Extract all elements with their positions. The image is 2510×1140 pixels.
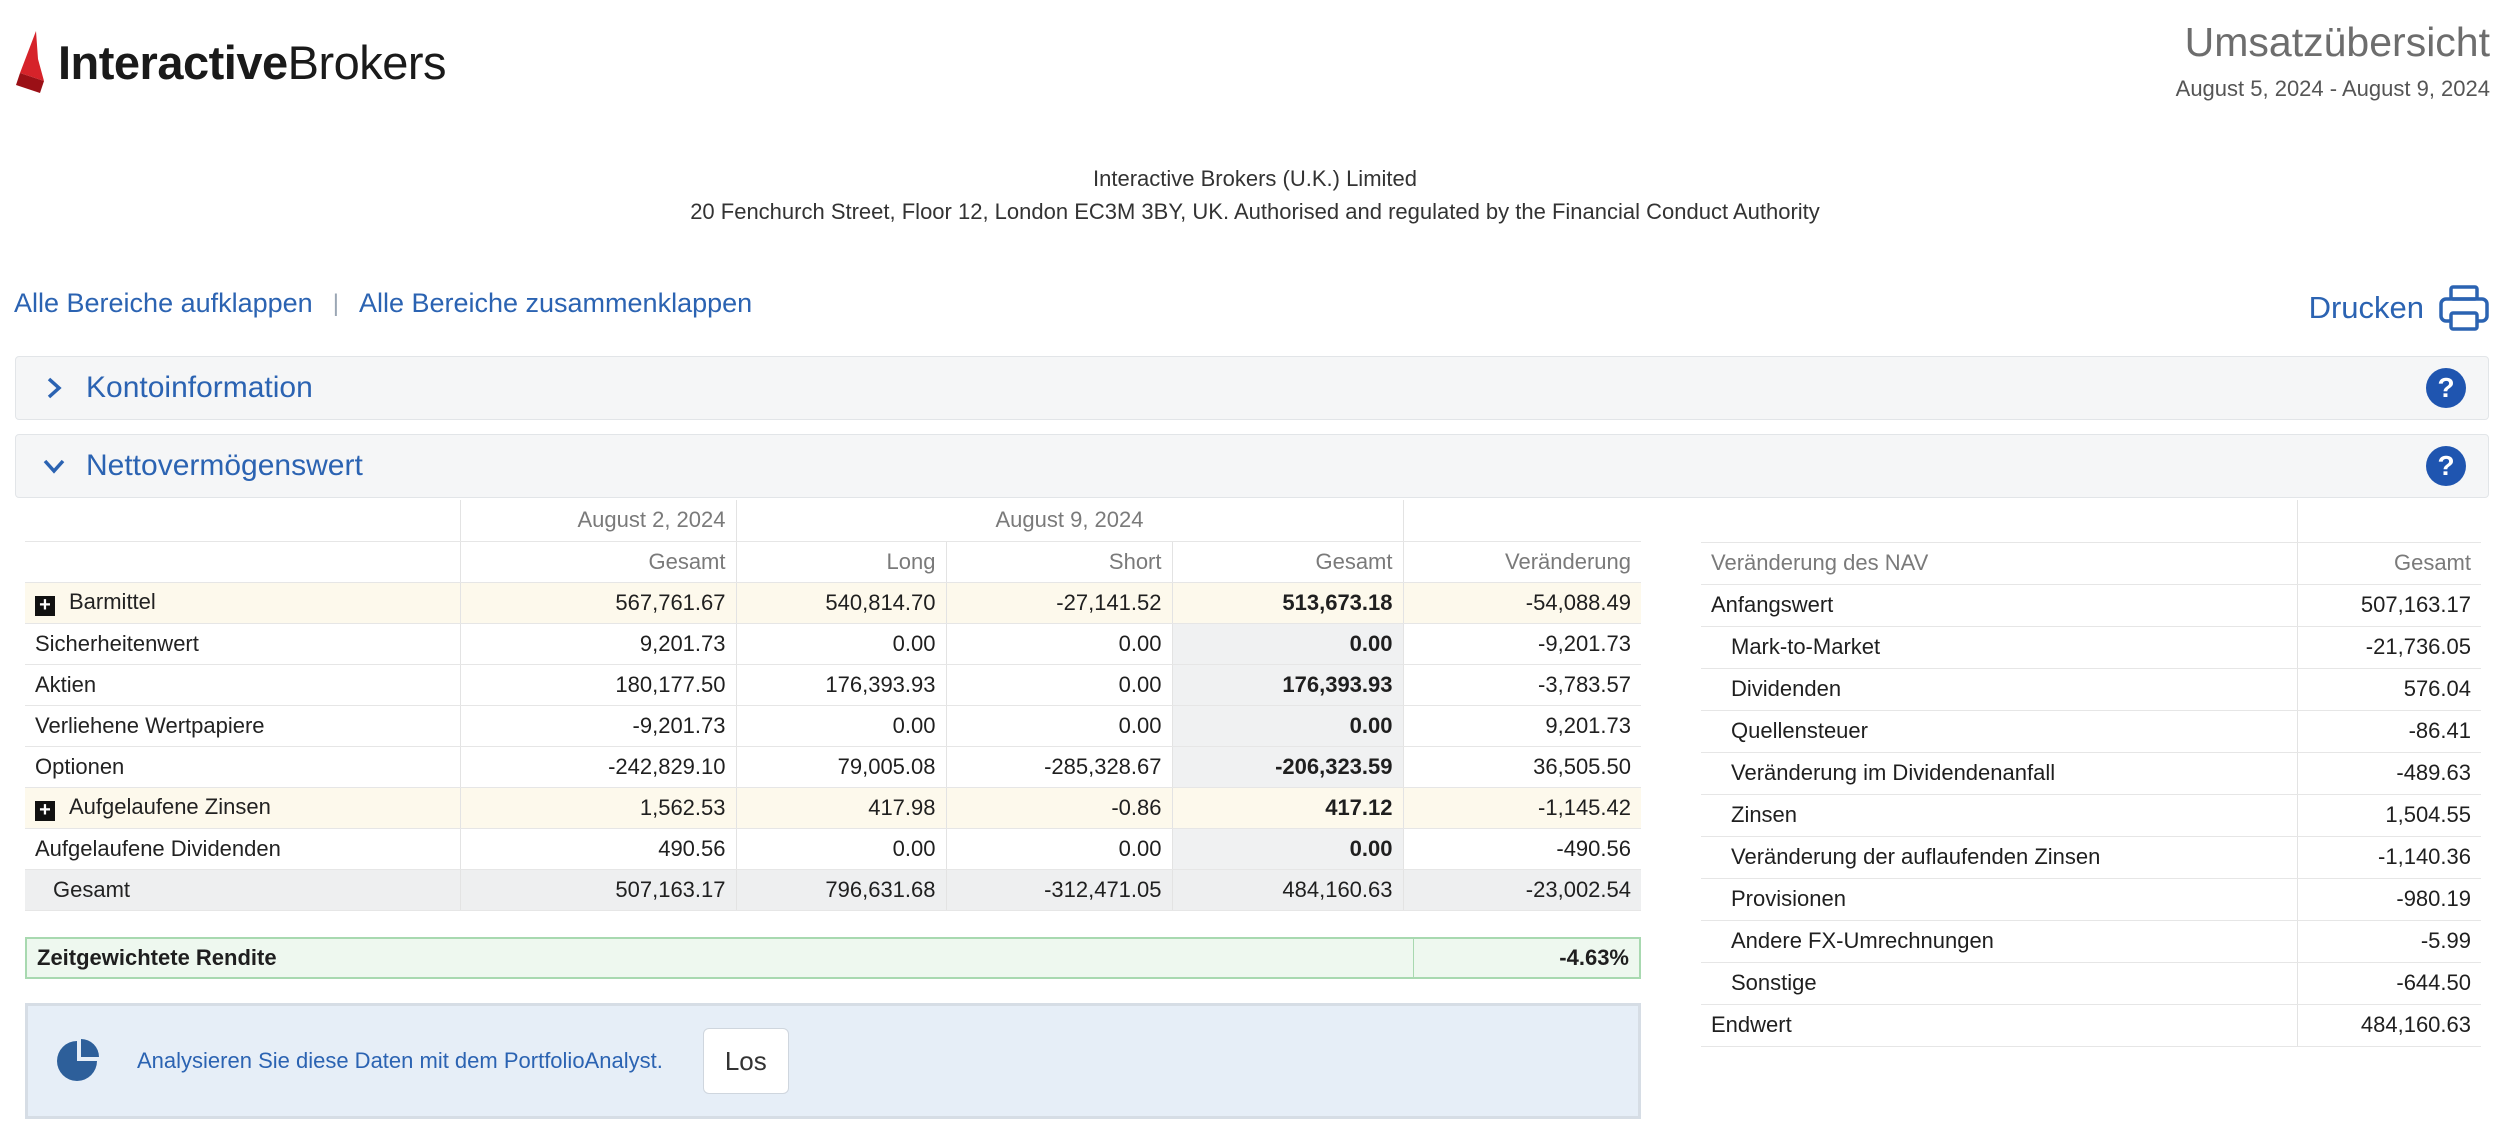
time-weighted-return-row: Zeitgewichtete Rendite -4.63%: [25, 937, 1641, 979]
section-title: Nettovermögenswert: [86, 449, 363, 482]
chevron-right-icon: [34, 368, 74, 408]
total-row: Gesamt 507,163.17 796,631.68 -312,471.05…: [25, 869, 1641, 911]
portfolio-analyst-banner: Analysieren Sie diese Daten mit dem Port…: [25, 1003, 1641, 1119]
flame-logo-icon: [16, 31, 44, 93]
help-icon[interactable]: ?: [2426, 368, 2466, 408]
go-button[interactable]: Los: [702, 1028, 789, 1094]
col-header: Gesamt: [2296, 542, 2481, 585]
table-row: Aktien 180,177.50 176,393.93 0.00 176,39…: [25, 664, 1641, 706]
date-header-start: August 2, 2024: [459, 500, 736, 542]
chevron-down-icon: [34, 446, 74, 486]
date-range: August 5, 2024 - August 9, 2024: [2175, 76, 2490, 101]
table-row: Anfangswert 507,163.17: [1701, 584, 2481, 627]
col-header: Veränderung des NAV: [1701, 542, 2297, 585]
nav-table: August 2, 2024 August 9, 2024 Gesamt Lon…: [25, 500, 1641, 911]
print-label: Drucken: [2308, 290, 2424, 325]
table-row: Veränderung der auflaufenden Zinsen -1,14…: [1701, 836, 2481, 879]
col-header: Gesamt: [1171, 541, 1403, 583]
table-row: Optionen -242,829.10 79,005.08 -285,328.…: [25, 746, 1641, 788]
printer-icon: [2439, 285, 2489, 331]
section-nettovermoegenswert[interactable]: Nettovermögenswert ?: [15, 434, 2489, 498]
link-separator: |: [332, 289, 339, 317]
expand-plus-icon[interactable]: +: [35, 595, 55, 616]
page-title: Umsatzübersicht: [2184, 19, 2490, 65]
table-row: Zinsen 1,504.55: [1701, 794, 2481, 837]
table-row: Endwert 484,160.63: [1701, 1004, 2481, 1047]
collapse-all-link[interactable]: Alle Bereiche zusammenklappen: [358, 288, 753, 318]
col-header: Veränderung: [1402, 541, 1641, 583]
table-row: Provisionen -980.19: [1701, 878, 2481, 921]
table-row: Dividenden 576.04: [1701, 668, 2481, 711]
pie-chart-icon: [57, 1039, 99, 1081]
table-row: Sicherheitenwert 9,201.73 0.00 0.00 0.00…: [25, 623, 1641, 665]
twr-value: -4.63%: [1413, 939, 1639, 977]
col-header: Long: [735, 541, 946, 583]
table-row[interactable]: + Aufgelaufene Zinsen 1,562.53 417.98 -0.…: [25, 787, 1641, 829]
company-name: Interactive Brokers (U.K.) Limited: [1093, 166, 1417, 191]
company-info: Interactive Brokers (U.K.) Limited 20 Fe…: [0, 162, 2510, 228]
section-title: Kontoinformation: [86, 371, 313, 404]
table-row: Aufgelaufene Dividenden 490.56 0.00 0.00…: [25, 828, 1641, 870]
table-row: Mark-to-Market -21,736.05: [1701, 626, 2481, 669]
statement-title-block: Umsatzübersicht August 5, 2024 - August …: [2176, 14, 2490, 102]
nav-change-table: Veränderung des NAV Gesamt Anfangswert 50…: [1701, 500, 2481, 1047]
table-row: Veränderung im Dividendenanfall -489.63: [1701, 752, 2481, 795]
logo-wordmark: InteractiveBrokers: [58, 35, 447, 89]
expand-all-link[interactable]: Alle Bereiche aufklappen: [14, 288, 313, 318]
section-kontoinformation[interactable]: Kontoinformation ?: [15, 356, 2489, 420]
analyst-text: Analysieren Sie diese Daten mit dem Port…: [137, 1048, 663, 1073]
date-header-end: August 9, 2024: [735, 500, 1403, 542]
twr-label: Zeitgewichtete Rendite: [37, 945, 277, 970]
print-button[interactable]: Drucken: [2309, 284, 2490, 332]
table-row: Quellensteuer -86.41: [1701, 710, 2481, 753]
expand-plus-icon[interactable]: +: [35, 800, 55, 821]
section-toggle-links: Alle Bereiche aufklappen | Alle Bereiche…: [14, 288, 752, 319]
ib-logo: InteractiveBrokers: [14, 22, 447, 102]
table-row[interactable]: + Barmittel 567,761.67 540,814.70 -27,141…: [25, 582, 1641, 624]
table-row: Sonstige -644.50: [1701, 962, 2481, 1005]
help-icon[interactable]: ?: [2426, 446, 2466, 486]
table-row: Verliehene Wertpapiere -9,201.73 0.00 0.…: [25, 705, 1641, 747]
col-header: Short: [945, 541, 1172, 583]
col-header: Gesamt: [459, 541, 736, 583]
company-address: 20 Fenchurch Street, Floor 12, London EC…: [690, 199, 1820, 224]
table-row: Andere FX-Umrechnungen -5.99: [1701, 920, 2481, 963]
